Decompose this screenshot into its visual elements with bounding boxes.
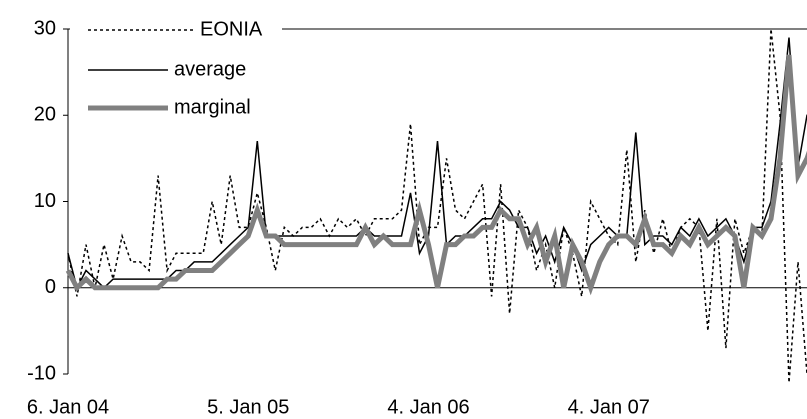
legend-label: marginal — [174, 96, 251, 118]
x-tick-label: 4. Jan 07 — [568, 396, 650, 418]
y-tick-label: -10 — [27, 362, 56, 384]
x-tick-label: 6. Jan 04 — [27, 396, 109, 418]
series-line — [67, 37, 807, 290]
y-tick-label: 10 — [34, 190, 56, 212]
x-tick-label: 4. Jan 06 — [387, 396, 469, 418]
legend-label: average — [174, 58, 246, 80]
y-tick-label: 30 — [34, 17, 56, 39]
legend-label: EONIA — [200, 18, 263, 40]
series-line — [65, 54, 807, 296]
x-tick-label: 5. Jan 05 — [207, 396, 289, 418]
y-tick-label: 20 — [34, 104, 56, 126]
y-tick-label: 0 — [45, 276, 56, 298]
